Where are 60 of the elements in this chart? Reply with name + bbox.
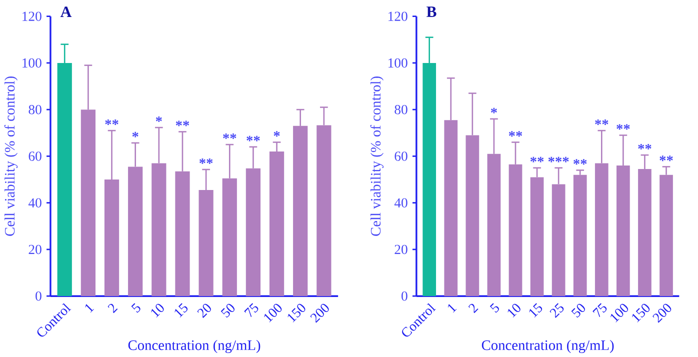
y-tick-label: 0 [402,291,408,301]
x-tick-label: 2 [108,304,118,313]
y-tick-label: 20 [394,244,408,254]
annotation: ** [660,155,673,161]
y-tick-label: 120 [388,12,408,21]
y-tick-label: 100 [22,58,42,68]
annotation: *** [548,156,569,162]
x-tick-label: 5 [490,302,499,313]
y-tick-label: 80 [394,104,408,114]
x-axis-title: Concentration (ng/mL) [128,340,260,353]
x-tick-label: 150 [632,304,650,322]
annotation: * [274,130,280,136]
y-tick-label: 100 [388,58,408,68]
annotation: ** [223,133,236,139]
y-tick-label: 80 [28,104,42,114]
annotation: ** [246,136,260,142]
annotation: ** [199,158,213,164]
annotation: * [156,116,162,122]
x-tick-label: 10 [508,304,520,318]
x-tick-label: 200 [310,304,329,323]
annotation: ** [530,156,544,162]
chart-title: A [60,6,72,17]
x-tick-label: 1 [85,304,94,312]
annotation: ** [574,158,587,164]
x-tick-label: 200 [652,304,672,323]
y-tick-label: 40 [394,198,408,208]
annotation: ** [616,124,630,130]
x-tick-label: 100 [610,304,628,322]
x-tick-label: 20 [197,304,211,318]
x-tick-label: 100 [264,304,282,322]
x-tick-label: 25 [550,302,564,318]
x-tick-label: 75 [592,302,607,317]
x-tick-label: 2 [468,304,478,313]
x-tick-label: 15 [174,302,188,318]
x-tick-label: 50 [571,304,586,318]
x-tick-label: 5 [131,302,140,313]
y-tick-label: 60 [28,151,42,161]
x-axis-title: Concentration (ng/mL) [482,340,614,353]
annotation: ** [176,120,190,126]
annotation: * [132,132,138,138]
x-tick-label: 150 [288,304,306,322]
bar [573,174,587,296]
x-tick-label: 10 [151,304,164,318]
y-tick-label: 40 [28,198,42,208]
x-tick-label: 15 [529,302,542,318]
y-tick-label: 60 [394,151,408,161]
chart-title: B [426,6,436,17]
annotation: * [490,108,497,114]
annotation: ** [595,119,608,125]
y-axis-title: Cell viability (% of control) [4,76,18,236]
annotation: ** [105,119,118,125]
y-axis-title: Cell viability (% of control) [370,76,384,236]
x-tick-label: 50 [220,304,235,318]
y-tick-label: 20 [28,244,42,254]
annotation: ** [508,130,522,136]
x-tick-label: 1 [448,304,457,312]
y-tick-label: 120 [22,12,42,21]
y-tick-label: 0 [36,291,42,301]
annotation: ** [638,144,652,150]
x-tick-label: 75 [244,302,258,317]
